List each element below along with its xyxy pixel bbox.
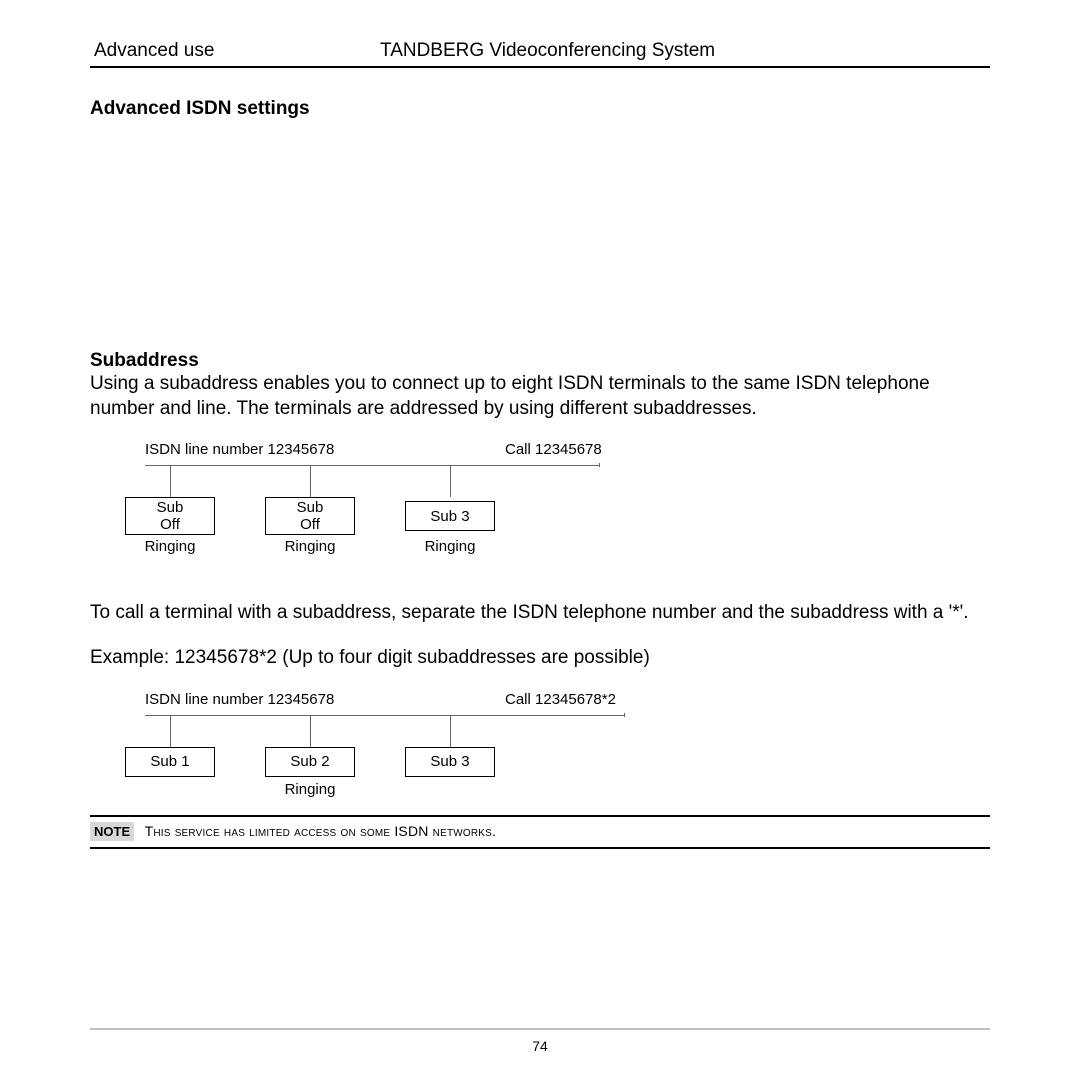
diagram1-box2-line1: Sub xyxy=(297,499,324,516)
diagram2-box-2: Sub 2 xyxy=(265,747,355,777)
isdn-diagram-2: ISDN line number 12345678 Call 12345678*… xyxy=(110,691,670,809)
diagram1-box1-line2: Off xyxy=(160,516,180,533)
diagram2-trunk-line xyxy=(145,715,625,716)
diagram1-box2-line2: Off xyxy=(300,516,320,533)
diagram1-call-label: Call 12345678 xyxy=(505,441,602,458)
diagram2-isdn-label: ISDN line number 12345678 xyxy=(145,691,334,708)
note-divider-bottom xyxy=(90,847,990,849)
footer-divider xyxy=(90,1028,990,1030)
diagram1-ringing-2: Ringing xyxy=(265,538,355,555)
note-text: This service has limited access on some … xyxy=(145,823,497,839)
diagram2-trunk-end xyxy=(624,713,625,717)
diagram1-drop-3 xyxy=(450,465,451,497)
call-instruction-paragraph: To call a terminal with a subaddress, se… xyxy=(90,601,990,626)
diagram2-drop-3 xyxy=(450,715,451,747)
diagram2-ringing-2: Ringing xyxy=(265,781,355,798)
header-section-title: Advanced use xyxy=(90,40,380,62)
diagram1-box-3: Sub 3 xyxy=(405,501,495,531)
diagram1-drop-2 xyxy=(310,465,311,497)
page-number: 74 xyxy=(0,1038,1080,1054)
diagram2-call-label: Call 12345678*2 xyxy=(505,691,616,708)
note-row: NOTE This service has limited access on … xyxy=(90,817,990,847)
diagram2-drop-1 xyxy=(170,715,171,747)
page-header: Advanced use TANDBERG Videoconferencing … xyxy=(90,40,990,68)
diagram2-box3-line1: Sub 3 xyxy=(430,753,469,770)
diagram2-box-3: Sub 3 xyxy=(405,747,495,777)
note-tag: NOTE xyxy=(90,822,134,841)
subaddress-paragraph: Using a subaddress enables you to connec… xyxy=(90,372,990,421)
diagram2-box2-line1: Sub 2 xyxy=(290,753,329,770)
diagram2-box1-line1: Sub 1 xyxy=(150,753,189,770)
isdn-diagram-1: ISDN line number 12345678 Call 12345678 … xyxy=(110,441,670,566)
diagram1-ringing-1: Ringing xyxy=(125,538,215,555)
diagram1-ringing-3: Ringing xyxy=(405,538,495,555)
diagram1-drop-1 xyxy=(170,465,171,497)
diagram1-box1-line1: Sub xyxy=(157,499,184,516)
diagram1-isdn-label: ISDN line number 12345678 xyxy=(145,441,334,458)
diagram1-box-1: SubOff xyxy=(125,497,215,535)
diagram1-trunk-line xyxy=(145,465,600,466)
example-paragraph: Example: 12345678*2 (Up to four digit su… xyxy=(90,646,990,671)
header-product-title: TANDBERG Videoconferencing System xyxy=(380,40,715,62)
document-page: Advanced use TANDBERG Videoconferencing … xyxy=(0,0,1080,1080)
section-heading: Advanced ISDN settings xyxy=(90,98,990,120)
diagram2-box-1: Sub 1 xyxy=(125,747,215,777)
diagram1-box-2: SubOff xyxy=(265,497,355,535)
subsection-heading: Subaddress xyxy=(90,350,990,372)
diagram2-drop-2 xyxy=(310,715,311,747)
diagram1-trunk-end xyxy=(599,463,600,467)
diagram1-box3-line1: Sub 3 xyxy=(430,508,469,525)
